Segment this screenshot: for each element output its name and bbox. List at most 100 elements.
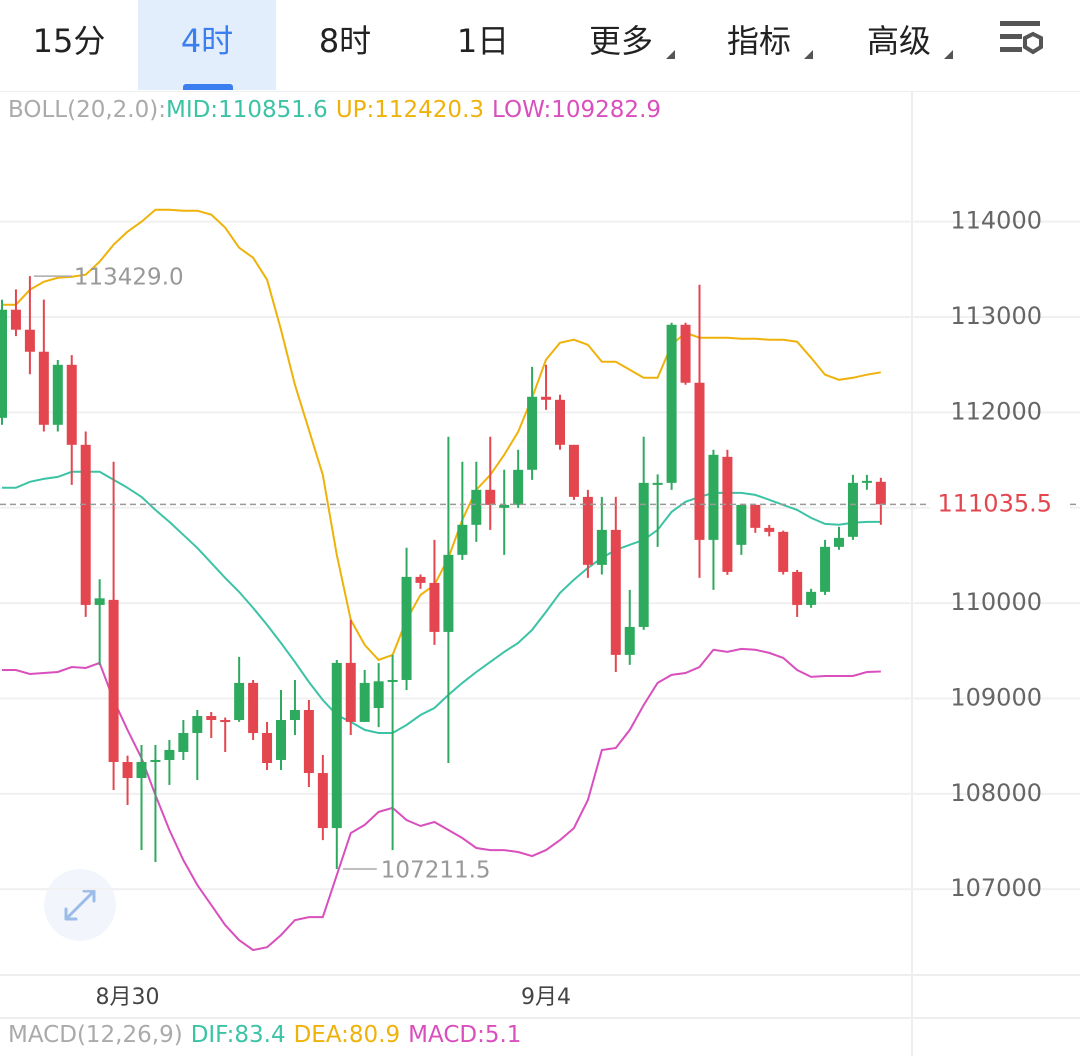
tab[interactable]: 更多 — [588, 22, 653, 60]
candle-body — [694, 382, 705, 540]
candle-body — [820, 546, 831, 592]
candle-body — [276, 720, 286, 760]
tab[interactable]: 1日 — [456, 22, 510, 60]
candle-body — [652, 482, 663, 485]
candle-body — [150, 759, 161, 762]
macd-value: 80.9 — [349, 1022, 400, 1048]
candle-body — [485, 489, 496, 505]
candle-body — [66, 364, 77, 445]
candle-body — [624, 626, 635, 655]
candle-body — [289, 710, 300, 721]
legend-value: 109282.9 — [551, 97, 661, 123]
last-price-label: 111035.5 — [937, 489, 1052, 517]
y-tick-label: 108000 — [950, 779, 1042, 807]
candle-body — [443, 554, 454, 632]
tab[interactable]: 高级 — [866, 22, 931, 60]
max-label: 113429.0 — [74, 265, 184, 291]
boll-legend: BOLL(20,2.0):MID:110851.6 UP:112420.3 LOW:… — [8, 97, 661, 123]
candle-body — [875, 481, 886, 505]
candle-body — [638, 482, 649, 627]
macd-name: MACD: — [408, 1022, 485, 1048]
y-tick-label: 107000 — [950, 874, 1042, 902]
candle-body — [192, 716, 203, 733]
candle-body — [610, 529, 621, 655]
candle-body — [80, 444, 91, 605]
tab[interactable]: 8时 — [318, 22, 372, 60]
dropdown-arrow — [804, 50, 813, 59]
tab-bar: 15分 4时 8时 1日 更多 指标 高级 — [0, 0, 1080, 92]
legend-name: LOW: — [492, 97, 551, 123]
macd-name: DIF: — [191, 1022, 235, 1048]
dropdown-arrow — [944, 50, 953, 59]
legend-value: 112420.3 — [374, 97, 484, 123]
y-tick-label: 114000 — [950, 207, 1042, 235]
tab-active[interactable]: 4时 — [138, 0, 276, 90]
candle-body — [401, 576, 412, 680]
candle-body — [680, 324, 691, 383]
y-tick-label: 113000 — [950, 302, 1042, 330]
candle-body — [736, 504, 747, 545]
boll-line — [2, 208, 881, 662]
candle-body — [331, 662, 342, 829]
boll-line — [2, 647, 881, 952]
tab[interactable]: 指标 — [726, 22, 791, 60]
candle-body — [262, 732, 273, 764]
candle-body — [471, 489, 482, 525]
tab-indicator — [183, 84, 233, 90]
expand-icon — [64, 889, 96, 921]
candle-body — [457, 524, 468, 555]
y-tick-label: 110000 — [950, 588, 1042, 616]
candle-body — [722, 456, 733, 572]
candle-body — [0, 309, 7, 418]
candle-body — [555, 399, 565, 445]
candle-body — [248, 682, 259, 733]
candle-body — [136, 761, 147, 778]
candle-body — [234, 682, 245, 721]
legend-title: BOLL(20,2.0): — [8, 97, 166, 123]
macd-name: DEA: — [294, 1022, 349, 1048]
legend-name: UP: — [336, 97, 374, 123]
settings-icon[interactable] — [995, 12, 1055, 72]
x-tick-label: 8月30 — [96, 985, 160, 1010]
min-label: 107211.5 — [381, 858, 491, 884]
candle-body — [303, 710, 314, 774]
candle-body — [38, 351, 49, 425]
candle-body — [666, 324, 677, 483]
candle-body — [178, 732, 189, 752]
candle-body — [359, 682, 370, 722]
candle-body — [206, 716, 217, 721]
candle-body — [792, 571, 803, 605]
candle-body — [499, 504, 510, 508]
y-tick-label: 112000 — [950, 397, 1042, 425]
candle-body — [24, 329, 35, 352]
candle-body — [94, 598, 105, 605]
candle-body — [541, 396, 552, 400]
tab[interactable]: 15分 — [32, 22, 106, 60]
candle-body — [373, 681, 384, 709]
y-tick-label: 109000 — [950, 683, 1042, 711]
candle-body — [596, 529, 607, 565]
candle-body — [750, 504, 761, 528]
legend-name: MID: — [166, 97, 218, 123]
candle-body — [122, 761, 133, 778]
candle-body — [764, 527, 775, 532]
candle-body — [861, 480, 872, 483]
candle-body — [387, 679, 398, 682]
candle-body — [834, 537, 844, 547]
candle-body — [429, 582, 440, 632]
candle-body — [568, 444, 579, 497]
candle-body — [527, 396, 538, 470]
candle-body — [164, 749, 175, 760]
candle-body — [108, 599, 119, 762]
candle-body — [10, 309, 21, 330]
boll-line — [2, 470, 881, 734]
x-tick-label: 9月4 — [521, 985, 571, 1010]
candle-body — [415, 576, 426, 583]
macd-value: 83.4 — [234, 1022, 285, 1048]
macd-value: 5.1 — [485, 1022, 522, 1048]
candle-body — [52, 364, 63, 425]
candle-body — [513, 469, 524, 505]
candle-body — [582, 496, 593, 565]
